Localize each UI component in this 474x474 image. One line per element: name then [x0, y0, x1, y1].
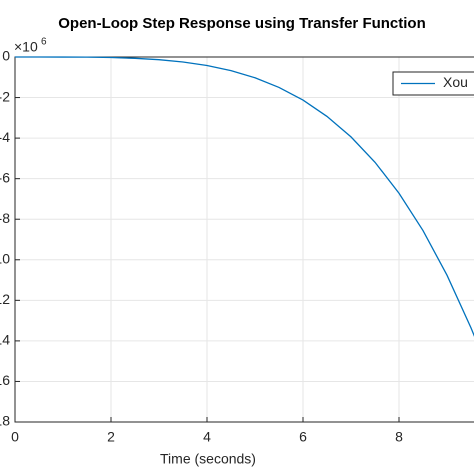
chart-title: Open-Loop Step Response using Transfer F… — [58, 15, 426, 32]
y-tick-label: -18 — [0, 413, 10, 429]
y-tick-label: -10 — [0, 250, 10, 266]
x-tick-label: 0 — [11, 429, 19, 445]
y-tick-label: -12 — [0, 291, 10, 307]
y-tick-label: -14 — [0, 332, 10, 348]
x-tick-label: 2 — [107, 429, 115, 445]
legend: Xou — [392, 71, 474, 96]
x-tick-label: 8 — [395, 429, 403, 445]
y-tick-label: -16 — [0, 372, 10, 388]
y-multiplier-exponent: 6 — [41, 37, 47, 48]
y-tick-label: -8 — [0, 210, 10, 226]
x-axis-label: Time (seconds) — [160, 451, 256, 467]
data-line — [15, 56, 474, 337]
y-tick-label: -6 — [0, 169, 10, 185]
plot-frame — [14, 56, 474, 423]
legend-label: Xou — [443, 74, 468, 90]
y-tick-label: 0 — [2, 48, 10, 64]
y-multiplier: ×10 — [14, 39, 38, 55]
y-tick-label: -2 — [0, 88, 10, 104]
y-tick-label: -4 — [0, 129, 10, 145]
x-tick-label: 4 — [203, 429, 211, 445]
x-tick-label: 6 — [299, 429, 307, 445]
